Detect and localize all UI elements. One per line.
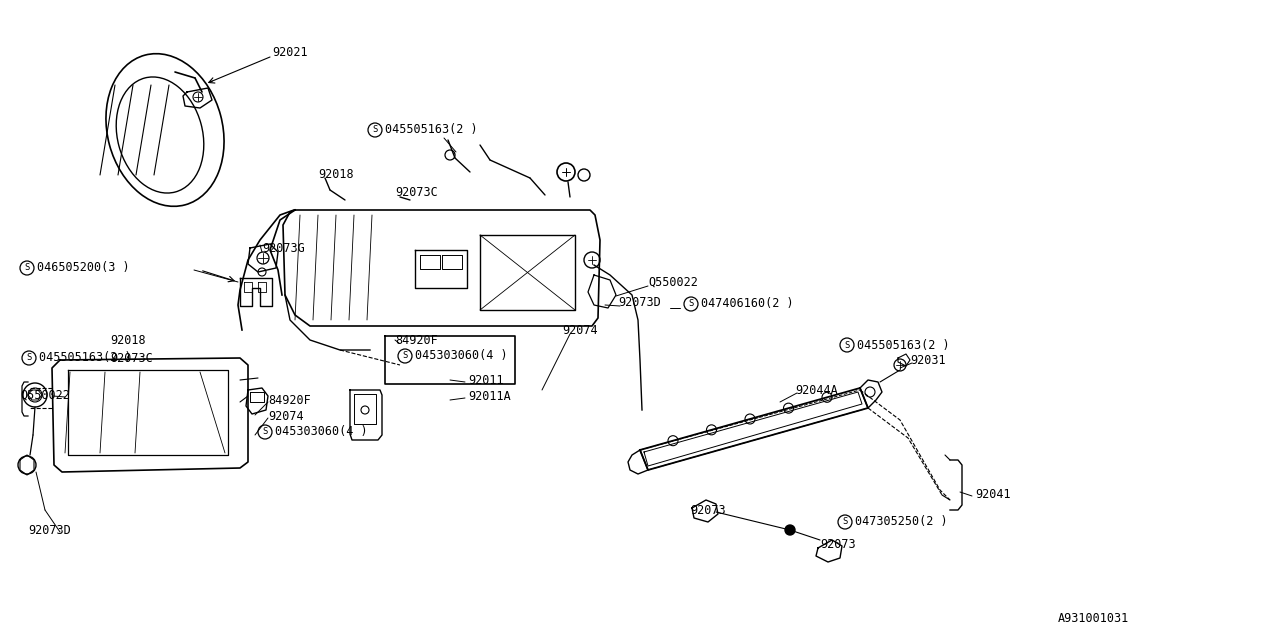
Text: 92044A: 92044A — [795, 383, 837, 397]
Text: S: S — [402, 351, 408, 360]
Text: 92031: 92031 — [910, 353, 946, 367]
Text: 92073D: 92073D — [618, 296, 660, 308]
Text: 045505163(2 ): 045505163(2 ) — [38, 351, 132, 365]
Text: Q550022: Q550022 — [648, 275, 698, 289]
Text: 045505163(2 ): 045505163(2 ) — [385, 124, 477, 136]
Text: 84920F: 84920F — [396, 333, 438, 346]
Text: 92073: 92073 — [820, 538, 855, 552]
Text: 047305250(2 ): 047305250(2 ) — [855, 515, 947, 529]
Text: 92074: 92074 — [562, 323, 598, 337]
Text: Q550022: Q550022 — [20, 388, 70, 401]
Text: A931001031: A931001031 — [1059, 611, 1129, 625]
Text: S: S — [27, 353, 32, 362]
Text: 92073G: 92073G — [262, 241, 305, 255]
Text: 92073C: 92073C — [396, 186, 438, 198]
Text: 92073C: 92073C — [110, 351, 152, 365]
Text: S: S — [842, 518, 847, 527]
Text: 92011A: 92011A — [468, 390, 511, 403]
Text: 045303060(4 ): 045303060(4 ) — [275, 426, 367, 438]
Text: 84920F: 84920F — [268, 394, 311, 406]
Text: S: S — [845, 340, 850, 349]
Text: 045303060(4 ): 045303060(4 ) — [415, 349, 508, 362]
Text: 92073: 92073 — [690, 504, 726, 516]
Text: S: S — [24, 264, 29, 273]
Text: 92018: 92018 — [317, 168, 353, 182]
Circle shape — [785, 525, 795, 535]
Text: 92041: 92041 — [975, 488, 1011, 500]
Text: S: S — [372, 125, 378, 134]
Text: 92011: 92011 — [468, 374, 503, 387]
Text: 92073D: 92073D — [28, 524, 70, 536]
Text: 92074: 92074 — [268, 410, 303, 422]
Text: 92021: 92021 — [273, 45, 307, 58]
Text: S: S — [262, 428, 268, 436]
Text: 045505163(2 ): 045505163(2 ) — [858, 339, 950, 351]
Text: 047406160(2 ): 047406160(2 ) — [701, 298, 794, 310]
Text: S: S — [689, 300, 694, 308]
Text: 046505200(3 ): 046505200(3 ) — [37, 262, 129, 275]
Text: 92018: 92018 — [110, 333, 146, 346]
